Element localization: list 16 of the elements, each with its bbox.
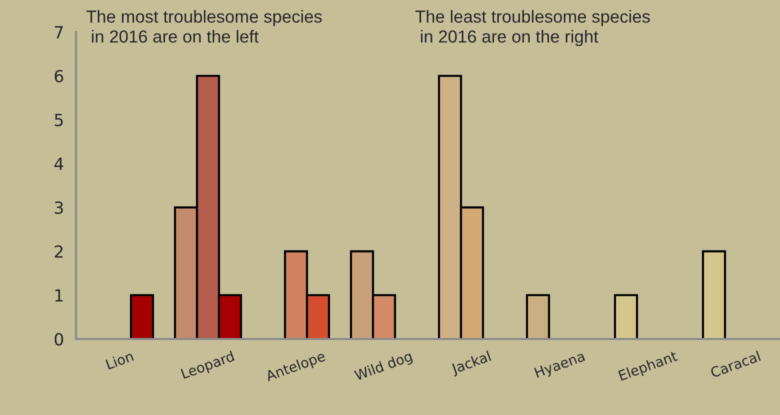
bar	[702, 250, 726, 339]
y-tick-label: 1	[55, 289, 63, 302]
bar	[614, 294, 638, 339]
y-tick-label: 3	[54, 201, 63, 214]
y-tick-label: 6	[54, 70, 64, 82]
y-tick-label: 7	[54, 26, 63, 38]
bar	[130, 294, 154, 339]
y-tick-label: 0	[54, 332, 64, 346]
y-tick-label: 2	[54, 245, 63, 258]
y-tick-label: 4	[54, 158, 64, 170]
bar	[526, 294, 550, 339]
x-tick-label: Lion	[105, 350, 134, 370]
annotation: The least troublesome species in 2016 are on the right	[415, 10, 650, 46]
y-tick-label: 5	[54, 114, 63, 126]
x-tick-label: Wild dog	[354, 350, 414, 384]
annotation: The most troublesome species in 2016 are on the left	[86, 10, 322, 43]
